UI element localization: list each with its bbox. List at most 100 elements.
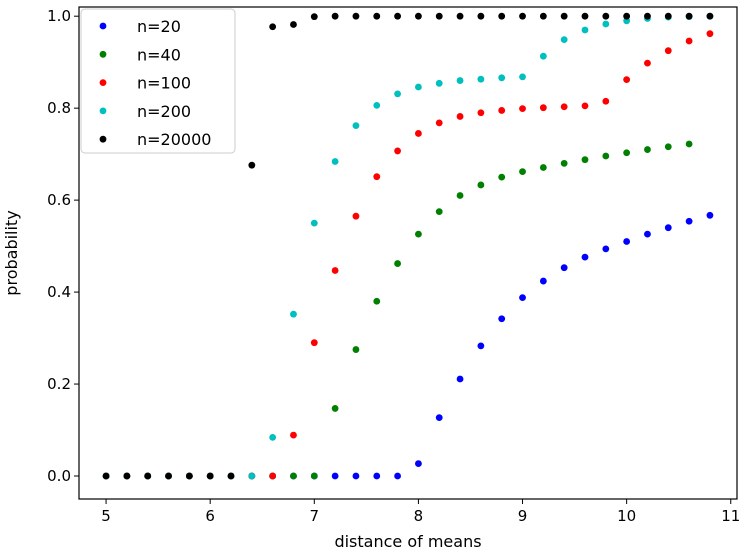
point-n100-17 [456, 113, 464, 120]
point-n200-10 [310, 219, 318, 227]
x-tick-label: 9 [518, 507, 528, 525]
legend: n=20 n=40 n=100 n=200 n=20000 [80, 8, 236, 154]
point-n40-17 [456, 192, 464, 199]
point-n200-23 [581, 26, 589, 34]
data-points [102, 12, 714, 480]
point-n100-16 [435, 119, 443, 127]
point-n40-21 [539, 164, 547, 171]
point-n20000-12 [352, 12, 360, 20]
legend-frame [80, 8, 236, 154]
point-n40-20 [519, 168, 526, 176]
point-n20-19 [498, 315, 506, 323]
point-n20-18 [477, 342, 485, 350]
legend-label-n40: n=40 [137, 45, 181, 64]
point-n200-8 [269, 433, 277, 441]
y-tick-label: 0.6 [47, 191, 71, 209]
y-tick-label: 0.0 [47, 467, 71, 485]
legend-marker-n100 [99, 79, 107, 86]
y-axis-label: probability [2, 210, 21, 295]
point-n100-22 [560, 103, 568, 111]
point-n100-14 [394, 147, 401, 155]
point-n20-23 [581, 253, 589, 261]
point-n200-9 [290, 310, 297, 318]
legend-marker-n20 [99, 22, 107, 30]
point-n20000-24 [602, 12, 610, 20]
plot-frame [78, 6, 738, 500]
legend-label-n200: n=200 [137, 102, 191, 121]
y-tick-label: 0.8 [47, 99, 71, 117]
point-n100-12 [352, 212, 360, 220]
point-n100-15 [415, 130, 422, 137]
y-axis: 0.0 0.2 0.4 0.6 0.8 1.0 [47, 7, 79, 485]
point-n100-27 [664, 47, 672, 55]
point-n20000-6 [227, 472, 235, 480]
x-tick-label: 5 [101, 507, 111, 525]
point-n20-28 [685, 217, 693, 225]
point-n40-14 [394, 260, 401, 267]
point-n200-7 [248, 472, 256, 480]
point-n100-13 [373, 173, 381, 181]
y-tick-label: 1.0 [47, 7, 71, 25]
point-n20000-19 [498, 12, 506, 20]
point-n20000-8 [269, 23, 277, 31]
legend-marker-n40 [99, 50, 107, 58]
point-n100-18 [477, 109, 485, 117]
point-n200-14 [394, 90, 401, 98]
point-n20000-17 [456, 12, 464, 20]
point-n20000-26 [644, 12, 651, 20]
point-n100-29 [706, 30, 714, 38]
point-n200-19 [498, 74, 506, 82]
x-axis-label: distance of means [334, 532, 481, 551]
point-n200-12 [352, 122, 360, 130]
point-n20-12 [352, 472, 360, 480]
point-n100-10 [310, 339, 318, 347]
point-n20000-4 [185, 472, 193, 480]
point-n20-15 [415, 460, 422, 467]
point-n20000-29 [706, 12, 714, 20]
point-n40-16 [435, 208, 443, 216]
point-n200-13 [373, 102, 381, 109]
point-n20000-15 [415, 12, 422, 20]
point-n20-11 [331, 472, 339, 480]
point-n20000-27 [664, 12, 672, 20]
point-n20000-20 [519, 12, 526, 20]
x-tick-label: 11 [721, 507, 739, 525]
point-n100-28 [685, 37, 693, 45]
point-n20000-2 [144, 472, 152, 480]
y-tick-label: 0.2 [47, 375, 71, 393]
point-n40-13 [373, 297, 381, 305]
legend-marker-n200 [99, 107, 107, 115]
point-n40-22 [560, 159, 568, 167]
point-n20000-21 [539, 12, 547, 20]
point-n20000-25 [623, 12, 631, 20]
point-n20000-13 [373, 12, 381, 20]
point-n20-22 [560, 264, 568, 272]
point-n100-24 [602, 97, 610, 105]
point-n200-24 [602, 20, 610, 28]
x-tick-label: 7 [310, 507, 320, 525]
point-n20000-10 [310, 13, 318, 21]
point-n40-15 [415, 230, 422, 238]
point-n20-29 [706, 211, 714, 219]
point-n40-11 [331, 405, 339, 412]
point-n40-24 [602, 152, 610, 160]
point-n200-16 [435, 79, 443, 87]
point-n40-26 [644, 146, 651, 153]
point-n200-20 [519, 73, 526, 81]
point-n200-22 [560, 36, 568, 44]
x-tick-label: 6 [205, 507, 215, 525]
point-n100-26 [644, 59, 651, 67]
point-n100-11 [331, 267, 339, 274]
point-n20000-23 [581, 12, 589, 20]
point-n40-9 [290, 472, 297, 480]
x-tick-label: 10 [617, 507, 636, 525]
point-n20-14 [394, 472, 401, 480]
point-n100-23 [581, 102, 589, 110]
point-n20-25 [623, 238, 631, 245]
point-n20-13 [373, 472, 381, 480]
point-n20000-16 [435, 12, 443, 20]
point-n40-18 [477, 181, 485, 189]
y-tick-label: 0.4 [47, 283, 71, 301]
point-n20-20 [519, 294, 526, 301]
point-n20000-22 [560, 12, 568, 20]
